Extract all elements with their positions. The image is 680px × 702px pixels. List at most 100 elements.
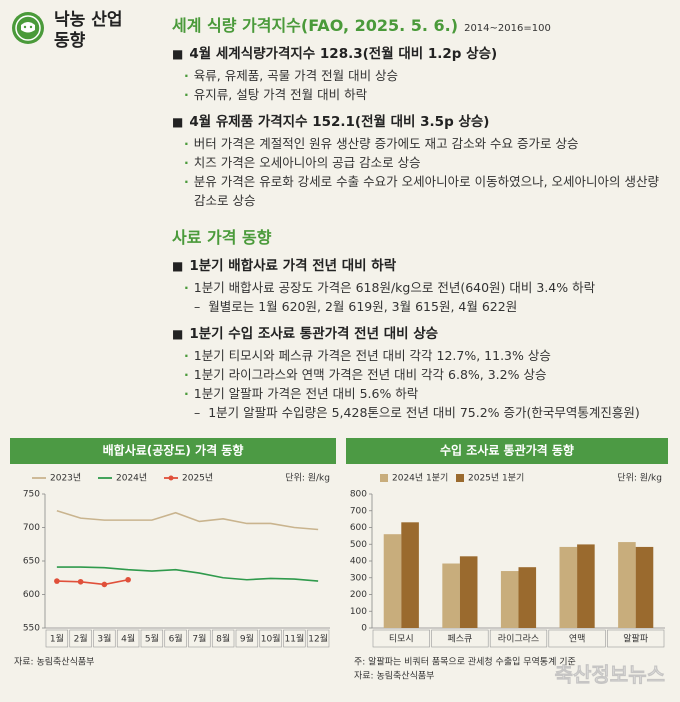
x-tick-label: 페스큐 (447, 634, 472, 645)
section-title: 사료 가격 동향 (172, 224, 672, 248)
x-tick-label: 3월 (97, 633, 111, 645)
x-tick-label: 11월 (285, 633, 305, 645)
x-tick-label: 라이그라스 (498, 634, 539, 645)
y-tick-label: 400 (350, 557, 367, 567)
item-heading: 1분기 배합사료 가격 전년 대비 하락 (172, 254, 672, 274)
y-tick-label: 800 (350, 490, 367, 500)
x-tick-label: 10월 (261, 633, 281, 645)
x-tick-label: 5월 (145, 633, 159, 645)
x-label-box (235, 629, 259, 648)
y-tick-label: 650 (23, 557, 40, 567)
bullet: 치즈 가격은 오세아니아의 공급 감소로 상승 (172, 153, 672, 172)
x-label-box (69, 629, 92, 648)
bullet: 1분기 티모시와 페스큐 가격은 전년 대비 각각 12.7%, 11.3% 상… (172, 346, 672, 365)
x-label-box (489, 629, 548, 648)
legend-label: 2025년 1분기 (468, 473, 524, 484)
bar (401, 522, 419, 628)
point (77, 578, 84, 585)
point (125, 576, 131, 583)
bullet: 1분기 배합사료 공장도 가격은 618원/kg으로 전년(640원) 대비 3… (172, 278, 672, 297)
bullet: 분유 가격은 유로화 강세로 수출 수요가 오세아니아로 이동하였으나, 오세아… (172, 172, 672, 210)
y-tick-label: 550 (23, 624, 40, 634)
item-heading: 1분기 수입 조사료 통관가격 전년 대비 상승 (172, 322, 672, 342)
title-line: 낙농 산업 (54, 10, 123, 30)
unit-label: 단위: 원/kg (617, 473, 662, 484)
header: 낙농 산업 동향 (10, 10, 122, 52)
section-note: 2014~2016=100 (464, 23, 551, 34)
bar (559, 546, 578, 628)
x-tick-label: 연맥 (569, 634, 586, 645)
y-tick-label: 500 (350, 540, 367, 550)
line-series (56, 578, 129, 586)
line-series (56, 566, 319, 582)
y-tick-label: 100 (350, 607, 367, 617)
x-label-box (140, 629, 164, 648)
bar (383, 534, 402, 628)
x-label-box (548, 629, 606, 648)
bullet: 버터 가격은 계절적인 원유 생산량 증가에도 재고 감소와 수요 증가로 상승 (172, 134, 672, 153)
y-tick-label: 700 (23, 523, 40, 533)
x-label-box (45, 629, 69, 648)
header-title: 낙농 산업 동향 (54, 10, 122, 52)
section-title: 세계 식량 가격지수(FAO, 2025. 5. 6.) 2014~2016=10… (172, 12, 672, 36)
watermark: 축산정보뉴스 (555, 663, 665, 687)
bullet: 1분기 알팔파 가격은 전년 대비 5.6% 하락 (172, 384, 672, 403)
y-tick-label: 750 (23, 490, 40, 500)
x-tick-label: 알팔파 (623, 633, 649, 645)
source: 자료: 농림축산식품부 (354, 670, 434, 682)
x-label-box (431, 629, 489, 648)
bullet: 육류, 유제품, 곡물 가격 전월 대비 상승 (172, 66, 672, 85)
bar (635, 546, 654, 628)
unit-label: 단위: 원/kg (285, 473, 330, 484)
chart-title: 배합사료(공장도) 가격 동향 (103, 443, 244, 458)
x-tick-label: 6월 (169, 633, 183, 645)
y-tick-label: 0 (361, 624, 367, 634)
x-label-box (283, 629, 306, 648)
item-heading: 4월 세계식량가격지수 128.3(전월 대비 1.2p 상승) (172, 42, 672, 62)
x-label-box (607, 629, 665, 648)
bar (518, 567, 537, 628)
chart-title: 수입 조사료 통관가격 동향 (440, 443, 574, 458)
x-tick-label: 7월 (192, 633, 206, 645)
section-title-text: 세계 식량 가격지수(FAO, 2025. 5. 6.) (172, 16, 459, 35)
y-tick-label: 600 (23, 590, 40, 600)
x-label-box (259, 629, 282, 648)
sub-bullet: 1분기 알팔파 수입량은 5,428톤으로 전년 대비 75.2% 증가(한국무… (172, 403, 672, 422)
x-tick-label: 12월 (308, 633, 328, 645)
bullet: 유지류, 설탕 가격 전월 대비 하락 (172, 85, 672, 104)
legend-label: 2024년 (116, 473, 147, 484)
bar (618, 542, 636, 628)
legend-swatch (456, 474, 464, 482)
source: 자료: 농림축산식품부 (14, 656, 94, 668)
bar (500, 571, 519, 628)
icon (12, 12, 44, 44)
x-label-box (116, 629, 140, 648)
point (101, 581, 108, 588)
legend-label: 2023년 (50, 473, 81, 484)
y-tick-label: 300 (350, 573, 367, 583)
sub-bullet: 월별로는 1월 620원, 2월 619원, 3월 615원, 4월 622원 (172, 297, 672, 316)
title-line: 동향 (54, 31, 86, 51)
x-label-box (188, 629, 211, 648)
section-title-text: 사료 가격 동향 (172, 228, 272, 247)
y-tick-label: 600 (350, 523, 367, 533)
x-label-box (372, 629, 430, 648)
line-series (56, 509, 319, 531)
chart-title-bar (346, 438, 668, 464)
y-tick-label: 200 (350, 590, 367, 600)
note: 주: 알팔파는 비쿼터 품목으로 관세청 수출입 무역통계 기준 (354, 656, 576, 668)
x-label-box (93, 629, 116, 648)
bar (459, 556, 478, 628)
legend-marker (168, 475, 174, 481)
x-label-box (306, 629, 330, 648)
x-label-box (164, 629, 187, 648)
legend-swatch (380, 474, 388, 482)
x-tick-label: 9월 (240, 633, 254, 645)
bar (442, 563, 460, 628)
x-tick-label: 8월 (216, 633, 230, 645)
x-tick-label: 1월 (50, 633, 64, 645)
document: 세계 식량 가격지수(FAO, 2025. 5. 6.) 2014~2016=10… (172, 8, 672, 422)
bar (577, 544, 595, 628)
